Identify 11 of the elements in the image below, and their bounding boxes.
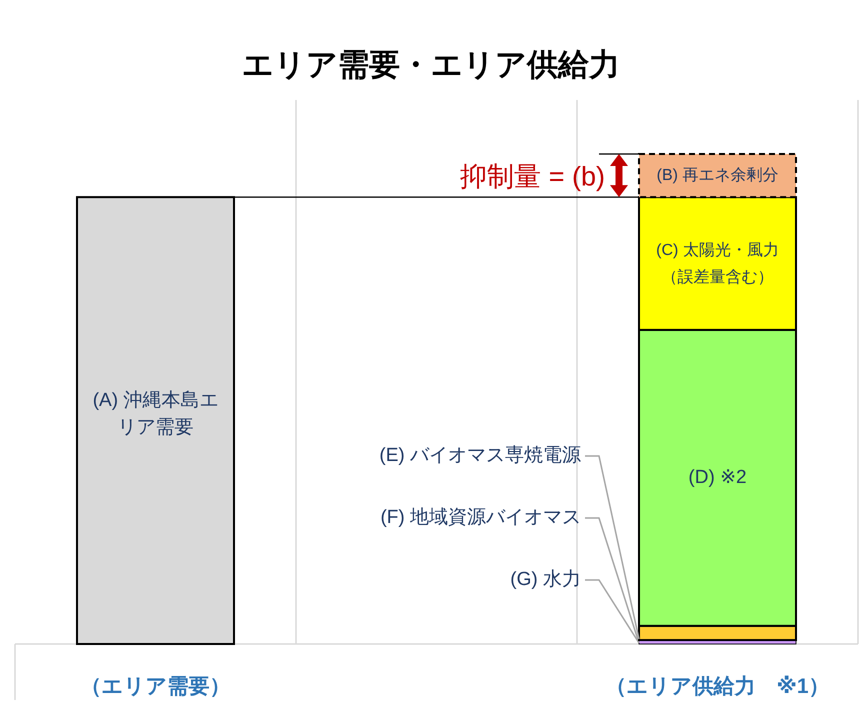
series-label: (B) 再エネ余剰分: [656, 166, 780, 186]
series-label: (D) ※2: [687, 466, 748, 490]
chart-title: エリア需要・エリア供給力: [242, 47, 620, 82]
x-tick-label: （エリア供給力 ※1）: [605, 675, 830, 698]
text: (E) バイオマス専焼電源: [378, 444, 581, 468]
text: (G) 水力: [509, 568, 581, 592]
annotation: 抑制量 = (b): [460, 162, 605, 192]
series-label: (C) 太陽光・風力（誤差量含む）: [655, 240, 780, 288]
x-tick-label: （エリア需要）: [80, 675, 230, 698]
text: (F) 地域資源バイオマス: [379, 506, 581, 530]
series-label: (A) 沖縄本島エリア需要: [92, 389, 220, 440]
